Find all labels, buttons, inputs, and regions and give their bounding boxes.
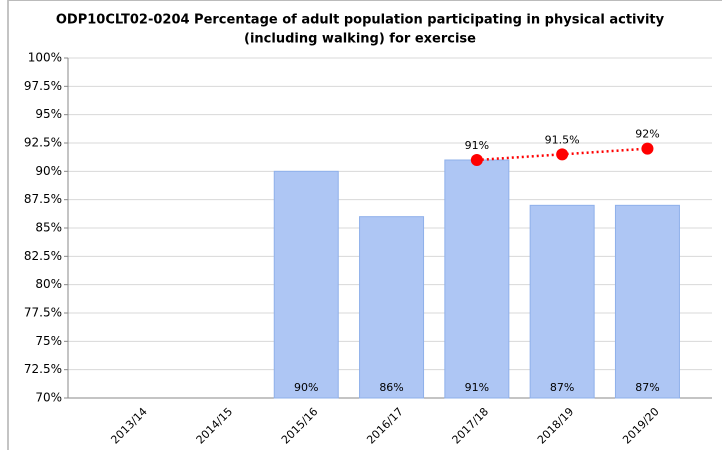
y-tick-label: 90% (35, 164, 62, 178)
x-tick-label: 2013/14 (108, 405, 150, 447)
x-tick-label: 2018/19 (535, 405, 577, 447)
x-tick-label: 2017/18 (450, 405, 492, 447)
data-label: 86% (379, 381, 403, 394)
y-tick-label: 75% (35, 334, 62, 348)
data-label: 87% (550, 381, 574, 394)
x-tick-label: 2016/17 (364, 405, 406, 447)
bar (444, 159, 510, 399)
data-label: 92% (635, 128, 659, 141)
bar (359, 216, 425, 399)
chart-title: ODP10CLT02-0204 Percentage of adult popu… (56, 13, 665, 28)
bar (614, 204, 680, 399)
data-label: 87% (635, 381, 659, 394)
x-tick-label: 2015/16 (279, 405, 321, 447)
bar (529, 204, 595, 399)
chart-title: (including walking) for exercise (244, 32, 476, 47)
y-tick-label: 70% (35, 391, 62, 405)
y-tick-label: 87.5% (24, 192, 62, 206)
data-label: 91% (465, 381, 489, 394)
x-tick-label: 2019/20 (620, 405, 662, 447)
marker (556, 148, 569, 161)
y-tick-label: 92.5% (24, 136, 62, 150)
data-label: 91% (465, 139, 489, 152)
y-tick-label: 72.5% (24, 362, 62, 376)
x-tick-label: 2014/15 (194, 405, 236, 447)
y-tick-label: 100% (28, 51, 62, 65)
y-tick-label: 80% (35, 277, 62, 291)
data-label: 90% (294, 381, 318, 394)
y-tick-label: 97.5% (24, 79, 62, 93)
bar (273, 170, 339, 399)
marker (470, 154, 483, 166)
data-label: 91.5% (545, 133, 580, 146)
y-tick-label: 85% (35, 221, 62, 235)
marker (641, 142, 654, 155)
y-tick-label: 77.5% (24, 306, 62, 320)
y-tick-label: 82.5% (24, 249, 62, 263)
y-tick-label: 95% (35, 107, 62, 121)
